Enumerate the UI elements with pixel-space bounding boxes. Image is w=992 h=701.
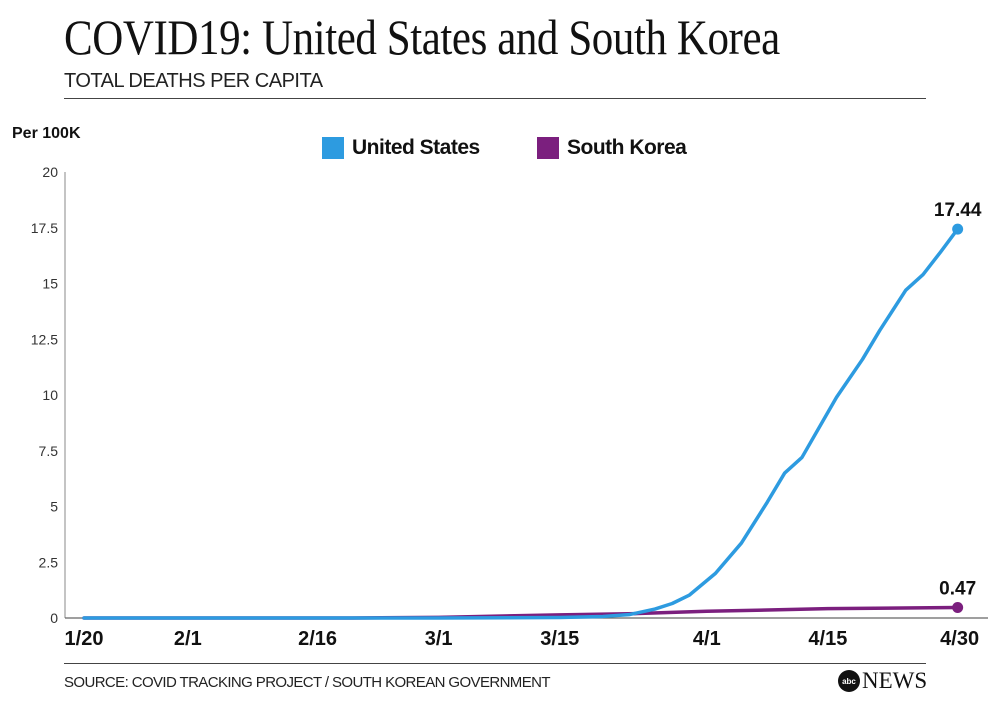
y-tick-label: 12.5 <box>31 331 58 347</box>
y-tick-label: 17.5 <box>31 220 58 236</box>
x-tick-label: 3/1 <box>425 628 453 650</box>
y-tick-label: 20 <box>42 164 58 180</box>
x-tick-label: 3/15 <box>540 628 579 650</box>
legend-swatch-south-korea <box>537 137 559 159</box>
y-axis-label: Per 100K <box>12 125 81 142</box>
legend-item-united-states: United States <box>322 136 480 160</box>
x-tick-label: 2/16 <box>298 628 337 650</box>
x-tick-label: 4/15 <box>808 628 847 650</box>
chart-title: COVID19: United States and South Korea <box>64 9 780 65</box>
header-divider <box>64 98 926 99</box>
x-tick-label: 1/20 <box>65 628 104 650</box>
legend-label: United States <box>352 136 480 159</box>
end-value-label: 0.47 <box>939 579 976 600</box>
legend-item-south-korea: South Korea <box>537 136 687 160</box>
source-note: SOURCE: COVID TRACKING PROJECT / SOUTH K… <box>64 674 551 691</box>
chart-subtitle: TOTAL DEATHS PER CAPITA <box>64 70 323 92</box>
series-line-united-states <box>82 227 960 620</box>
news-wordmark: NEWS <box>862 668 928 693</box>
y-tick-label: 0 <box>50 610 58 626</box>
x-tick-label: 2/1 <box>174 628 202 650</box>
end-point-marker <box>952 223 964 235</box>
y-tick-label: 15 <box>42 276 58 292</box>
abc-news-logo: abc NEWS <box>838 668 927 694</box>
legend-label: South Korea <box>567 136 687 159</box>
x-tick-label: 4/30 <box>940 628 979 650</box>
abc-logo-mark: abc <box>838 670 860 692</box>
legend-swatch-united-states <box>322 137 344 159</box>
y-tick-label: 2.5 <box>39 554 59 570</box>
y-tick-label: 10 <box>42 387 58 403</box>
footer-divider <box>64 663 926 664</box>
end-value-label: 17.44 <box>934 200 982 221</box>
x-tick-label: 4/1 <box>693 628 721 650</box>
end-point-marker <box>952 602 964 614</box>
y-tick-label: 5 <box>50 499 58 515</box>
y-tick-label: 7.5 <box>39 443 59 459</box>
